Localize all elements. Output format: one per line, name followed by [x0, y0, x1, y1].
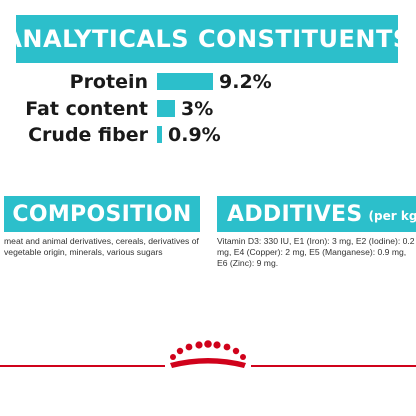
- protein-bar: [157, 73, 213, 90]
- composition-title: COMPOSITION: [12, 201, 192, 227]
- fat-content-value: 3%: [181, 98, 214, 120]
- additives-title: ADDITIVES: [227, 201, 363, 227]
- royal-canin-crown-logo-icon: [165, 339, 251, 371]
- fat-content-label: Fat content: [25, 98, 148, 120]
- crude-fiber-value: 0.9%: [168, 124, 221, 146]
- analytical-constituents-header: ANALYTICALS CONSTITUENTS: [16, 15, 398, 63]
- analytical-row-fat-content: Fat content 3%: [0, 96, 416, 122]
- analytical-constituents-title: ANALYTICALS CONSTITUENTS: [16, 25, 398, 53]
- fat-content-bar: [157, 100, 175, 117]
- crude-fiber-bar: [157, 126, 162, 143]
- protein-label: Protein: [69, 71, 148, 93]
- additives-per-kg-label: (per kg): [368, 209, 416, 223]
- additives-text: Vitamin D3: 330 IU, E1 (Iron): 3 mg, E2 …: [217, 236, 415, 268]
- analytical-row-protein: Protein 9.2%: [0, 69, 416, 95]
- composition-header: COMPOSITION: [4, 196, 200, 232]
- analytical-row-crude-fiber: Crude fiber 0.9%: [0, 122, 416, 148]
- additives-header: ADDITIVES (per kg): [217, 196, 416, 232]
- composition-text: meat and animal derivatives, cereals, de…: [4, 236, 199, 257]
- protein-value: 9.2%: [219, 71, 272, 93]
- crude-fiber-label: Crude fiber: [28, 124, 148, 146]
